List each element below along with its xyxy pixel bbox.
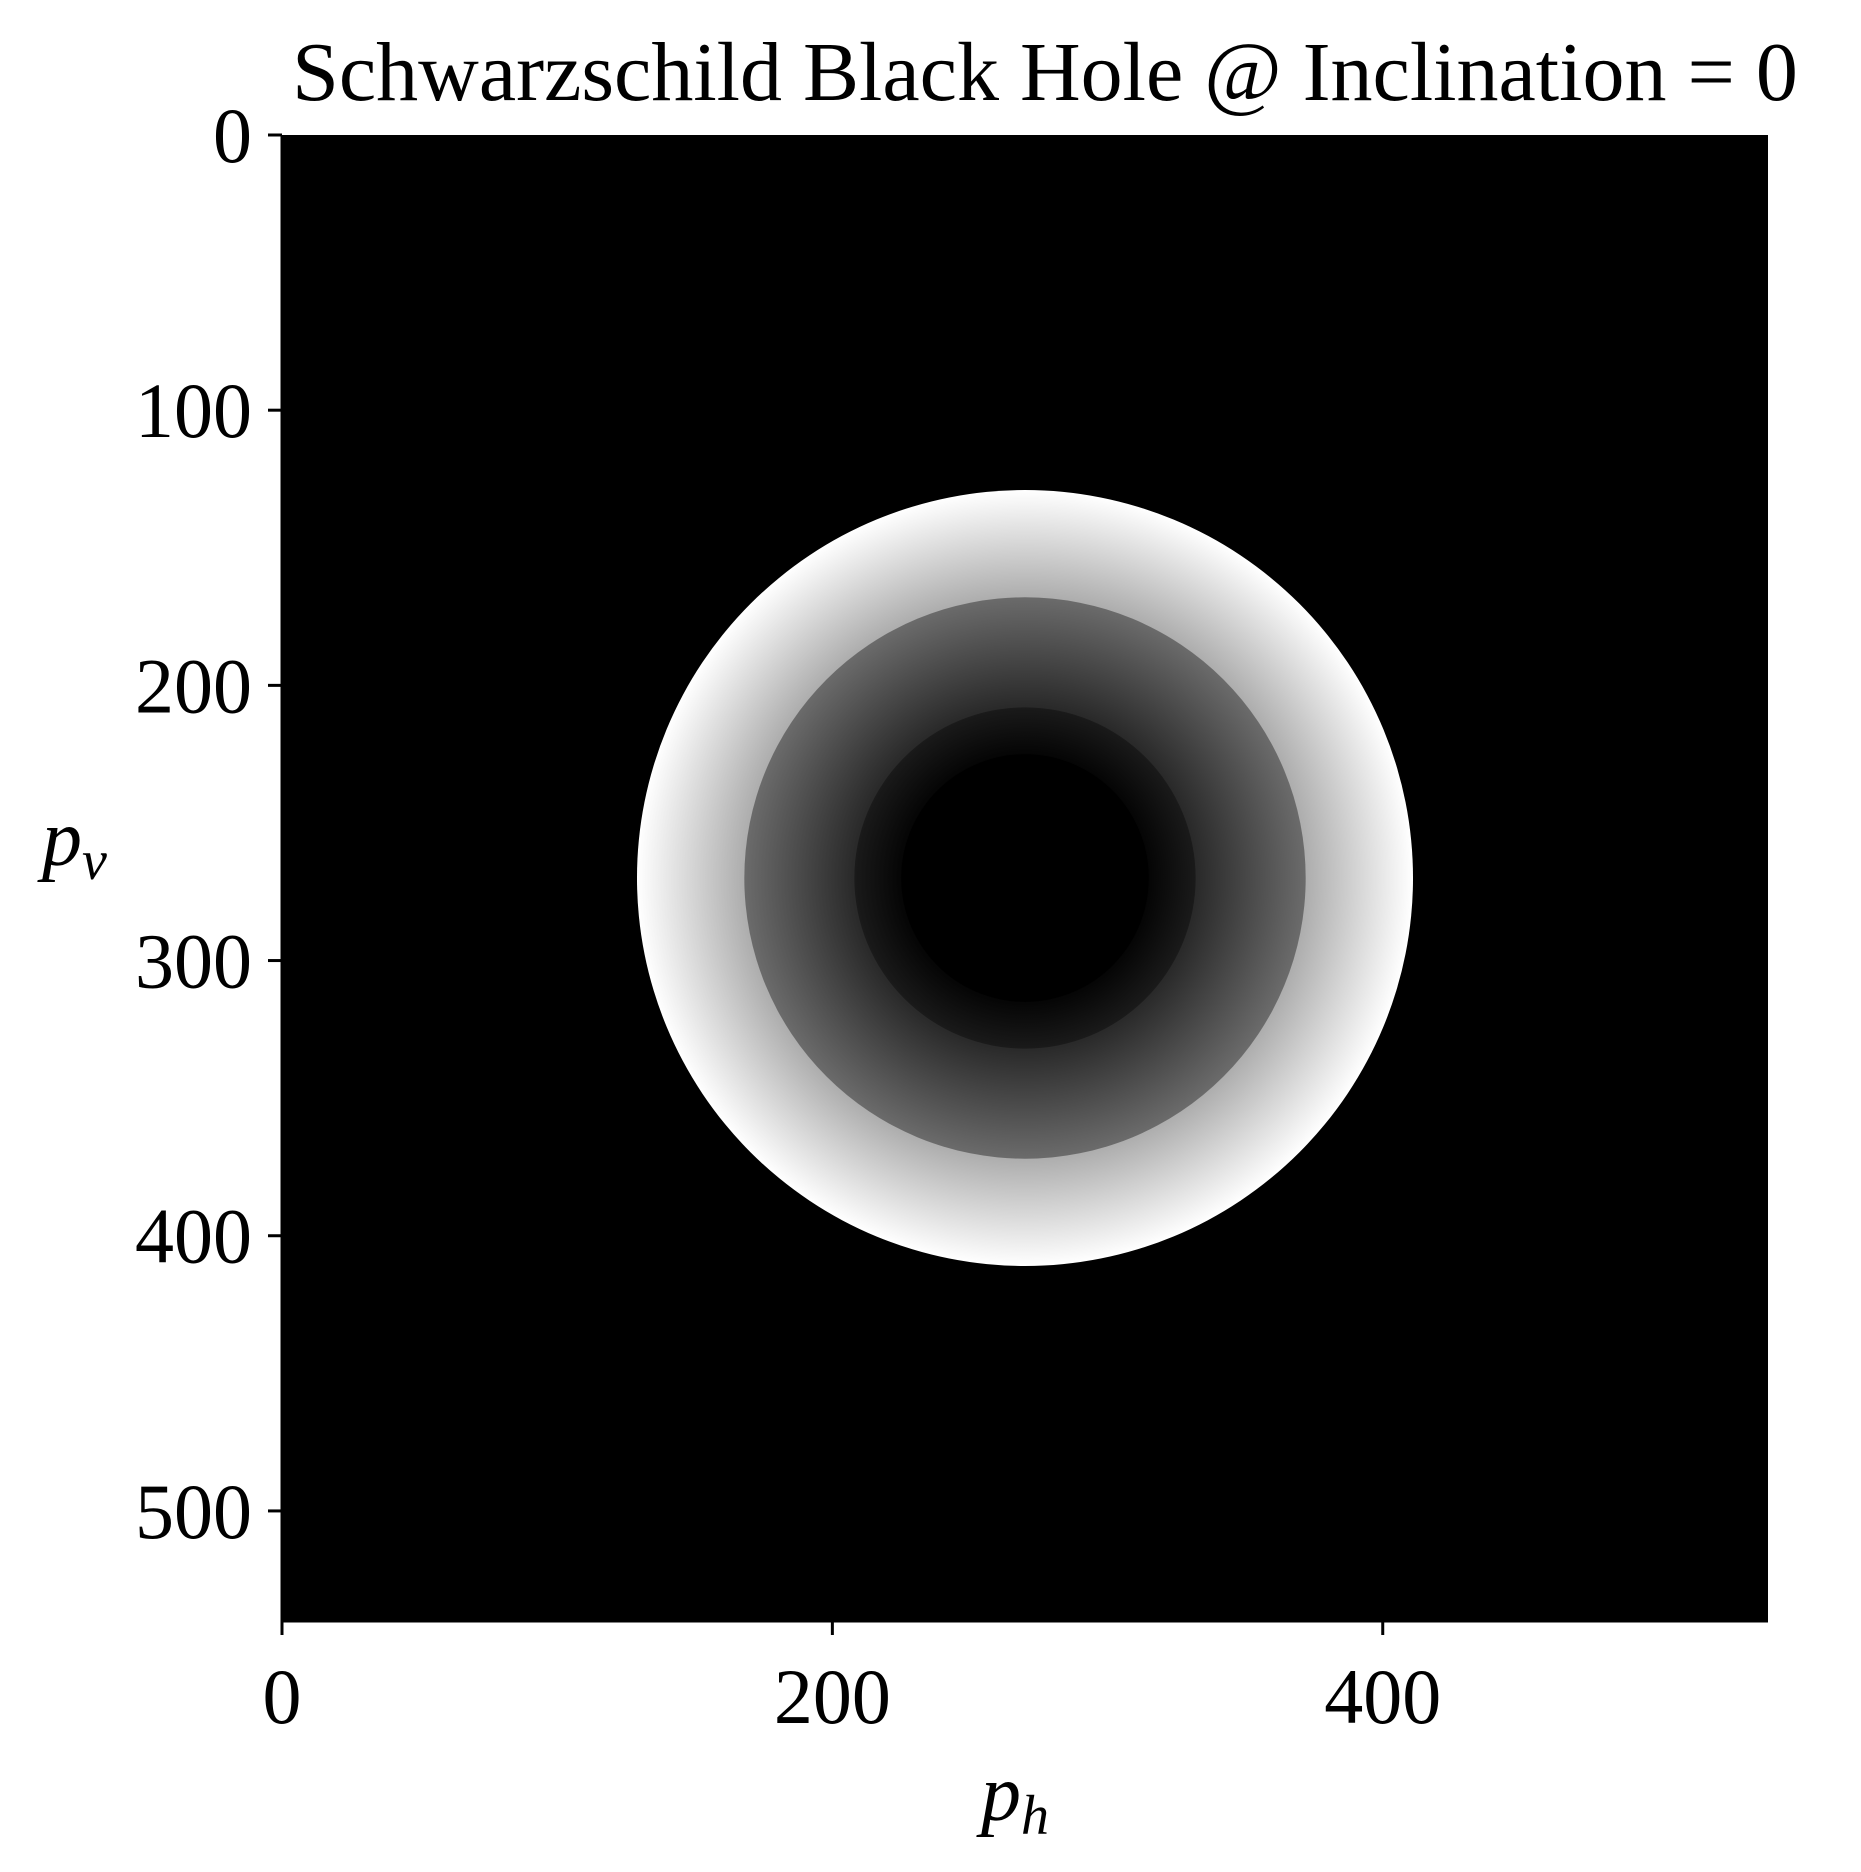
x-ticks: 0 200 400: [263, 1621, 1441, 1740]
y-tick-label: 500: [135, 1468, 252, 1555]
black-hole-rings: [636, 489, 1414, 1267]
y-tick-label: 100: [135, 367, 252, 454]
y-axis-label-sub: v: [82, 830, 107, 892]
x-axis-label: ph: [976, 1750, 1049, 1847]
x-axis-label-base: p: [976, 1750, 1021, 1838]
x-tick-label: 400: [1324, 1653, 1441, 1740]
axes: 0 200 400 0 100 200 300 400 500: [135, 92, 1768, 1740]
y-tick-label: 200: [135, 642, 252, 729]
x-axis-label-sub: h: [1021, 1785, 1049, 1847]
chart-title: Schwarzschild Black Hole @ Inclination =…: [292, 26, 1798, 119]
y-tick-label: 0: [213, 92, 252, 179]
x-tick-label: 200: [774, 1653, 891, 1740]
y-tick-label: 300: [135, 918, 252, 1005]
y-axis-label: pv: [37, 795, 107, 892]
plot-area: [282, 135, 1768, 1621]
x-tick-label: 0: [263, 1653, 302, 1740]
y-ticks: 0 100 200 300 400 500: [135, 92, 282, 1555]
ring-3: [901, 754, 1149, 1002]
y-axis-label-base: p: [37, 795, 82, 883]
y-tick-label: 400: [135, 1193, 252, 1280]
